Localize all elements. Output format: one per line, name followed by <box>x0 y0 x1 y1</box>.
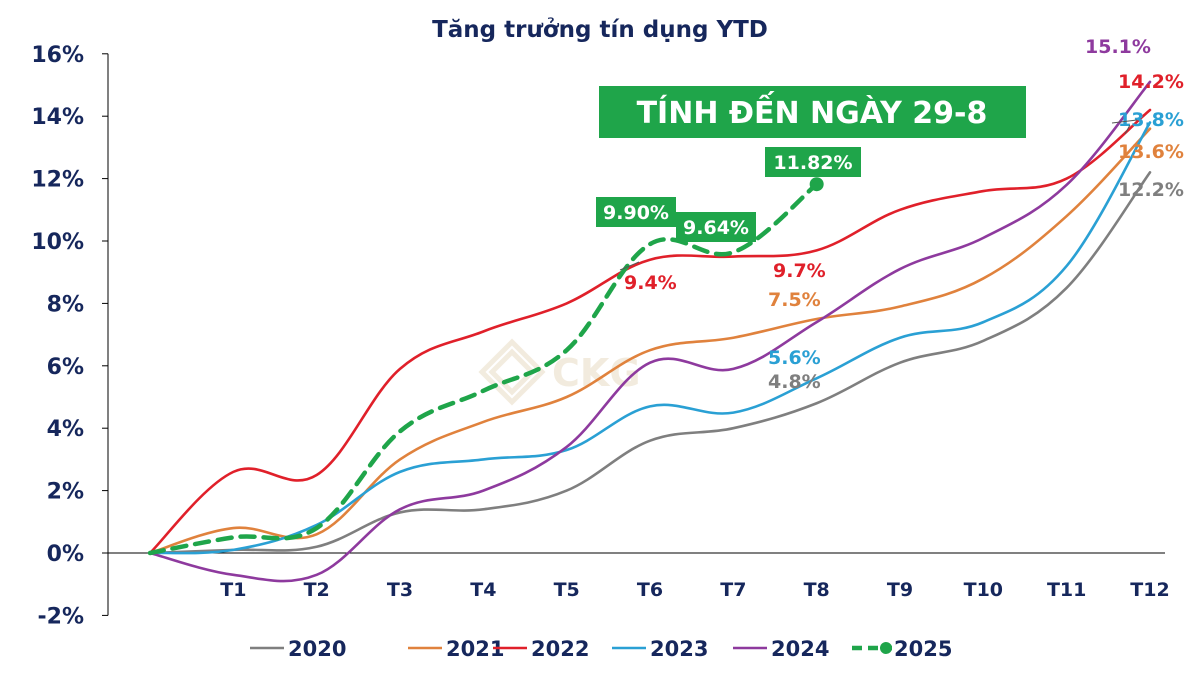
legend-marker-2025 <box>880 642 892 654</box>
legend-item-2024: 2024 <box>733 637 829 661</box>
label-2025-t7-box: 9.64% <box>676 212 756 242</box>
ckg-watermark: CKG <box>478 338 641 406</box>
label-2020-t12: 12.2% <box>1118 179 1184 201</box>
series-lines <box>147 80 1152 583</box>
y-tick-label: 2% <box>47 480 84 505</box>
leader-2021-t12 <box>1124 124 1131 135</box>
label-2021-t8: 7.5% <box>768 289 821 311</box>
x-tick-label: T1 <box>220 579 246 601</box>
label-2025-t7: 9.64% <box>683 217 749 239</box>
leader-2022-t6 <box>619 261 640 271</box>
y-axis: -2% 0% 2% 4% 6% 8% 10% 12% 14% 16% <box>31 43 109 629</box>
x-tick-label: T3 <box>387 579 413 601</box>
date-banner-box <box>599 86 1026 138</box>
x-tick-label: T10 <box>964 579 1003 601</box>
label-2022-t12: 14.2% <box>1118 71 1184 93</box>
label-2025-t7-bg <box>676 212 756 242</box>
label-2025-t6: 9.90% <box>603 202 669 224</box>
y-tick-label: -2% <box>38 604 84 629</box>
x-tick-label: T9 <box>887 579 913 601</box>
date-banner: TÍNH ĐẾN NGÀY 29-8 <box>599 86 1026 138</box>
legend: 2020 2021 2022 2023 2024 2025 <box>250 637 952 661</box>
y-tick-label: 0% <box>47 542 84 567</box>
x-tick-label: T6 <box>637 579 663 601</box>
legend-item-2021: 2021 <box>408 637 504 661</box>
legend-label-2020: 2020 <box>288 637 346 661</box>
label-2024-t12: 15.1% <box>1085 36 1151 58</box>
series-end-marker-2025 <box>809 177 824 192</box>
label-2023-t12: 13.8% <box>1118 109 1184 131</box>
leader-2023-t12 <box>1111 119 1138 124</box>
data-labels: 9.4% 9.7% 7.5% 5.6% 4.8% 15.1% 14.2% 13.… <box>596 36 1184 393</box>
x-tick-label: T2 <box>304 579 330 601</box>
series-line-2021 <box>148 127 1152 555</box>
watermark-text: CKG <box>552 351 641 395</box>
legend-label-2025: 2025 <box>894 637 952 661</box>
legend-label-2023: 2023 <box>650 637 708 661</box>
x-tick-label: T7 <box>720 579 746 601</box>
legend-item-2025: 2025 <box>852 637 952 661</box>
label-2025-t8: 11.82% <box>773 152 852 174</box>
label-leader-lines <box>619 119 1138 271</box>
legend-item-2022: 2022 <box>493 637 589 661</box>
y-tick-label: 14% <box>31 105 84 130</box>
x-tick-label: T5 <box>554 579 580 601</box>
legend-item-2020: 2020 <box>250 637 346 661</box>
x-axis: T1 T2 T3 T4 T5 T6 T7 T8 T9 T10 T11 T12 <box>108 552 1170 601</box>
x-tick-label: T11 <box>1047 579 1086 601</box>
label-2025-t8-bg <box>765 147 861 177</box>
label-2020-t8: 4.8% <box>768 371 821 393</box>
y-tick-label: 10% <box>31 230 84 255</box>
label-2025-t6-box: 9.90% <box>596 197 676 227</box>
label-2022-t8: 9.7% <box>773 260 826 282</box>
series-line-2024 <box>148 80 1152 583</box>
x-tick-label: T12 <box>1130 579 1169 601</box>
chart-title: Tăng trưởng tín dụng YTD <box>432 17 768 43</box>
legend-label-2024: 2024 <box>771 637 829 661</box>
series-line-2022 <box>148 108 1152 555</box>
series-line-2023 <box>148 121 1152 555</box>
y-tick-label: 16% <box>31 43 84 68</box>
label-2025-t8-box: 11.82% <box>765 147 861 177</box>
y-tick-label: 4% <box>47 417 84 442</box>
series-line-2020 <box>148 171 1152 555</box>
label-2021-t12: 13.6% <box>1118 141 1184 163</box>
watermark-logo-icon <box>478 338 546 406</box>
legend-item-2023: 2023 <box>612 637 708 661</box>
y-tick-label: 12% <box>31 168 84 193</box>
label-2025-t6-bg <box>596 197 676 227</box>
date-banner-text: TÍNH ĐẾN NGÀY 29-8 <box>637 91 988 131</box>
legend-label-2022: 2022 <box>531 637 589 661</box>
x-tick-label: T4 <box>470 579 496 601</box>
x-tick-label: T8 <box>804 579 830 601</box>
marker-layer <box>809 177 824 192</box>
label-2022-t6: 9.4% <box>624 272 677 294</box>
series-line-2025 <box>147 181 819 556</box>
y-tick-label: 8% <box>47 292 84 317</box>
label-2023-t8: 5.6% <box>768 347 821 369</box>
y-tick-label: 6% <box>47 355 84 380</box>
